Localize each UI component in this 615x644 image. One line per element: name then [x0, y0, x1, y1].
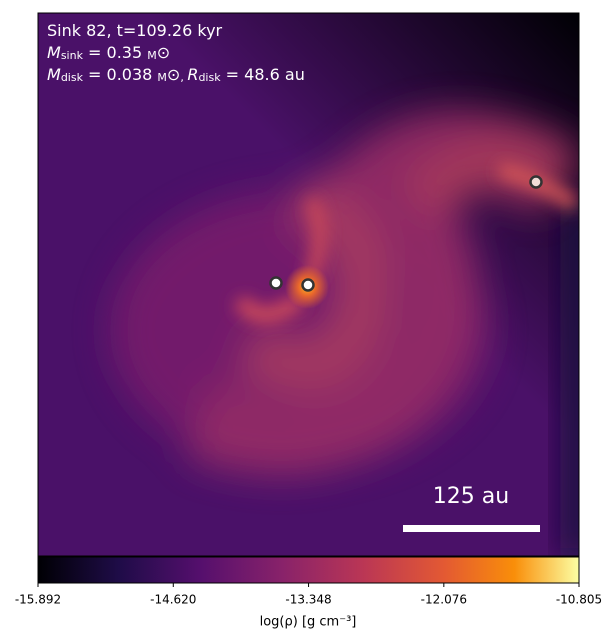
tick-label: -12.076 — [421, 593, 467, 607]
colorbar-label: log(ρ) [g cm⁻³] — [260, 615, 357, 630]
sink-marker — [269, 276, 283, 290]
subscript: disk — [198, 71, 221, 84]
tick-label: -10.805 — [556, 593, 602, 607]
text-piece: M — [47, 43, 61, 62]
subscript: disk — [61, 71, 84, 84]
text-piece: R — [187, 65, 198, 84]
text-piece: ⊙ — [167, 65, 180, 84]
tick-label: -13.348 — [285, 593, 331, 607]
text-piece: ⊙ — [157, 43, 170, 62]
text-piece: = 48.6 au — [221, 65, 305, 84]
text-piece: M — [47, 65, 61, 84]
sink-marker — [529, 175, 543, 189]
subscript: M — [147, 49, 157, 62]
annotation-line: Mdisk = 0.038 M⊙, Rdisk = 48.6 au — [47, 65, 305, 85]
text-piece: = 0.35 — [83, 43, 147, 62]
tick-label: -15.892 — [15, 593, 61, 607]
scale-bar — [403, 525, 540, 532]
annotation-line: Sink 82, t=109.26 kyr — [47, 21, 223, 40]
sink-marker — [301, 278, 315, 292]
tick-label: -14.620 — [150, 593, 196, 607]
plot-frame — [37, 12, 580, 557]
subscript: M — [157, 71, 167, 84]
annotation-line: Msink = 0.35 M⊙ — [47, 43, 170, 63]
colorbar — [37, 556, 580, 584]
text-piece: = 0.038 — [83, 65, 157, 84]
subscript: sink — [61, 49, 84, 62]
subscript: , — [180, 71, 187, 84]
text-piece: Sink 82, t=109.26 kyr — [47, 21, 223, 40]
scale-bar-label: 125 au — [433, 484, 509, 509]
density-map — [38, 13, 579, 556]
